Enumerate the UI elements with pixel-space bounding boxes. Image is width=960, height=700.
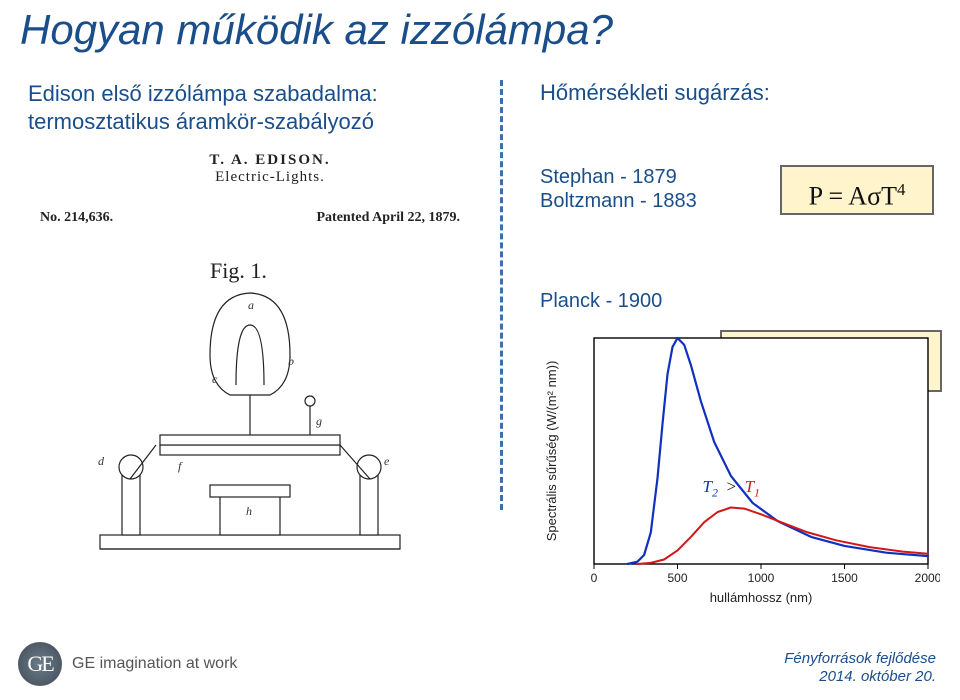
- svg-text:2000: 2000: [915, 571, 940, 585]
- layout-divider: [500, 80, 503, 510]
- left-subtitle-l2: termosztatikus áramkör-szabályozó: [28, 109, 374, 134]
- patent-meta-row: No. 214,636. Patented April 22, 1879.: [40, 210, 460, 226]
- patent-subject: Electric-Lights.: [90, 169, 450, 186]
- sb-line2: Boltzmann - 1883: [540, 190, 697, 212]
- planck-label: Planck - 1900: [540, 290, 662, 313]
- patent-drawing: a b c d e f g h: [60, 285, 440, 575]
- svg-text:e: e: [384, 454, 390, 468]
- left-subtitle: Edison első izzólámpa szabadalma: termos…: [28, 80, 378, 135]
- svg-text:c: c: [212, 372, 218, 386]
- ge-monogram-icon: GE: [18, 642, 62, 686]
- blackbody-chart: 0 500 1000 1500 2000 hullámhossz (nm) Spectrál…: [540, 318, 940, 608]
- svg-text:hullámhossz (nm): hullámhossz (nm): [710, 590, 813, 605]
- svg-text:f: f: [178, 459, 183, 473]
- svg-text:g: g: [316, 414, 322, 428]
- footnote-l1: Fényforrások fejlődése: [784, 650, 936, 667]
- svg-text:h: h: [246, 504, 252, 518]
- patent-inventor: T. A. EDISON.: [90, 152, 450, 169]
- svg-text:0: 0: [591, 571, 598, 585]
- patent-number: No. 214,636.: [40, 210, 113, 225]
- right-subtitle: Hőmérsékleti sugárzás:: [540, 80, 770, 106]
- svg-text:a: a: [248, 298, 254, 312]
- patent-header: T. A. EDISON. Electric-Lights.: [90, 152, 450, 187]
- footer-logo: GE GE imagination at work: [18, 642, 237, 686]
- sb-line1: Stephan - 1879: [540, 166, 677, 188]
- svg-text:d: d: [98, 454, 105, 468]
- patent-figure-label: Fig. 1.: [210, 258, 267, 284]
- svg-text:1000: 1000: [748, 571, 775, 585]
- svg-text:Spectrális sűrűség (W/(m² nm)): Spectrális sűrűség (W/(m² nm)): [544, 361, 559, 542]
- svg-text:1500: 1500: [831, 571, 858, 585]
- footnote-l2: 2014. október 20.: [819, 668, 936, 685]
- page-title: Hogyan működik az izzólámpa?: [20, 6, 613, 54]
- footer-note: Fényforrások fejlődése 2014. október 20.: [784, 650, 936, 686]
- left-subtitle-l1: Edison első izzólámpa szabadalma:: [28, 81, 378, 106]
- stephan-boltzmann-label: Stephan - 1879 Boltzmann - 1883: [540, 165, 697, 213]
- svg-text:b: b: [288, 354, 294, 368]
- ge-tagline: GE imagination at work: [72, 655, 237, 673]
- svg-text:500: 500: [667, 571, 687, 585]
- patent-date: Patented April 22, 1879.: [317, 210, 461, 226]
- stefan-boltzmann-equation: P = AσT4: [780, 165, 934, 215]
